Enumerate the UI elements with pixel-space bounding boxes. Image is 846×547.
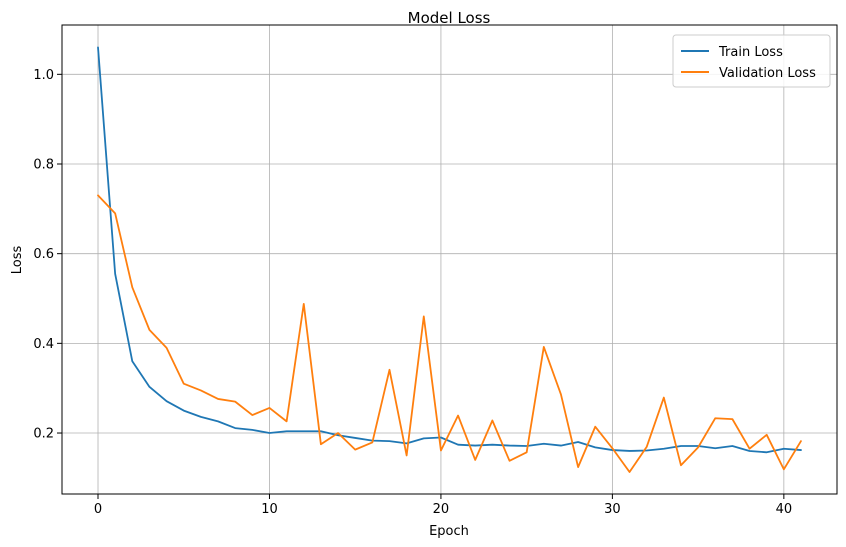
series-lines <box>97 46 802 473</box>
x-tick-label: 10 <box>261 502 278 517</box>
y-tick-label: 0.4 <box>33 337 54 352</box>
legend-label-validation-loss: Validation Loss <box>719 66 816 81</box>
legend: Train Loss Validation Loss <box>672 34 831 88</box>
x-tick-label: 30 <box>604 502 621 517</box>
x-tick-label: 20 <box>433 502 450 517</box>
series-line-validation-loss <box>97 194 802 473</box>
chart-title: Model Loss <box>408 9 491 27</box>
legend-box <box>672 34 831 88</box>
axis-ticks: 0 10 20 30 40 0.2 0.4 0.6 0.8 1.0 <box>33 68 792 517</box>
series-line-train-loss <box>97 46 802 454</box>
plot-area-frame <box>61 24 838 495</box>
x-tick-label: 0 <box>94 502 102 517</box>
y-tick-label: 0.8 <box>33 157 54 172</box>
x-tick-label: 40 <box>776 502 793 517</box>
y-tick-label: 1.0 <box>33 68 54 83</box>
y-axis-label: Loss <box>10 246 25 275</box>
gridlines <box>62 25 837 494</box>
y-tick-label: 0.2 <box>33 427 54 442</box>
y-tick-label: 0.6 <box>33 247 54 262</box>
legend-label-train-loss: Train Loss <box>718 45 783 60</box>
x-axis-label: Epoch <box>429 524 469 539</box>
